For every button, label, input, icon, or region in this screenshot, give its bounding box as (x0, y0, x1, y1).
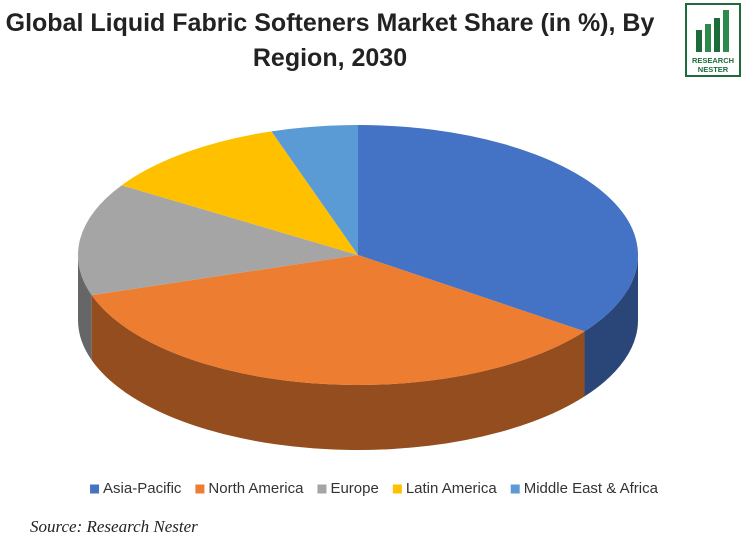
slice (358, 125, 639, 332)
legend-label: Europe (330, 480, 378, 497)
slice (78, 185, 358, 296)
slice (91, 255, 585, 386)
logo-bar (723, 10, 729, 52)
legend-label: Asia-Pacific (103, 480, 182, 497)
pie-tops (78, 125, 639, 386)
logo-bar (696, 30, 702, 52)
logo-text: NESTER (698, 65, 729, 74)
legend-swatch (195, 484, 205, 494)
side-shade (584, 255, 638, 397)
legend-label: North America (208, 480, 304, 497)
side-shade (78, 255, 92, 361)
slice-side (584, 255, 638, 397)
pie-sides (78, 255, 638, 451)
logo-bar (705, 24, 711, 52)
logo-text: RESEARCH (692, 56, 734, 65)
logo-frame (685, 3, 741, 77)
legend-label: Middle East & Africa (524, 480, 659, 497)
legend-label: Latin America (406, 480, 498, 497)
slice-side (78, 255, 92, 361)
legend: Asia-Pacific North America Europe Latin Ame… (90, 480, 659, 497)
source: Source: Research Nester (30, 517, 198, 536)
side-shade (91, 295, 585, 451)
slice (271, 125, 358, 255)
logo: RESEARCH NESTER (685, 3, 741, 77)
logo-bar (714, 18, 720, 52)
slice (121, 131, 358, 255)
legend-swatch (90, 484, 100, 494)
slice-side (91, 295, 585, 451)
legend-swatch (317, 484, 327, 494)
chart-title: Global Liquid Fabric Softeners Market Sh… (5, 9, 655, 72)
legend-swatch (510, 484, 520, 494)
legend-swatch (392, 484, 402, 494)
